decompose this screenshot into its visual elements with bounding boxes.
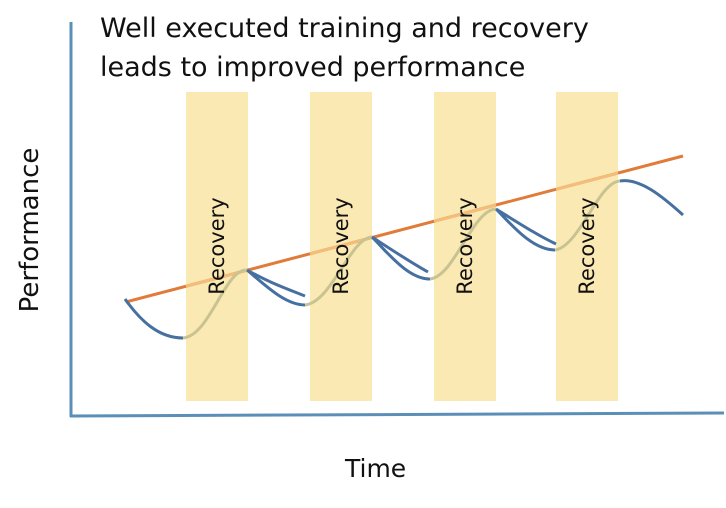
recovery-label-1: Recovery bbox=[205, 197, 229, 294]
training-dip-1 bbox=[123, 298, 184, 340]
recovery-rise-3 bbox=[429, 207, 497, 281]
recovery-label-2: Recovery bbox=[329, 197, 353, 294]
recovery-rise-1 bbox=[182, 268, 248, 340]
final-decline bbox=[619, 179, 685, 217]
alternate-dip-3 bbox=[495, 207, 557, 246]
recovery-rise-2 bbox=[304, 235, 373, 307]
alternate-dip-1 bbox=[246, 268, 306, 298]
recovery-band-3 bbox=[434, 92, 496, 401]
title-line-1: Well executed training and recovery bbox=[100, 13, 589, 44]
recovery-band-1 bbox=[186, 92, 248, 401]
recovery-label-4: Recovery bbox=[575, 197, 599, 294]
alternate-dip-2 bbox=[371, 235, 429, 274]
recovery-rise-4 bbox=[554, 179, 621, 252]
training-dip-4 bbox=[494, 207, 556, 252]
trend-line-recovery-segment bbox=[555, 171, 619, 191]
recovery-band-4 bbox=[556, 92, 618, 401]
recovery-label-3: Recovery bbox=[453, 197, 477, 294]
title-line-2: leads to improved performance bbox=[100, 52, 526, 83]
x-axis-line bbox=[69, 411, 725, 418]
trend-line-recovery-segment bbox=[433, 203, 497, 223]
x-axis-label: Time bbox=[345, 454, 407, 483]
